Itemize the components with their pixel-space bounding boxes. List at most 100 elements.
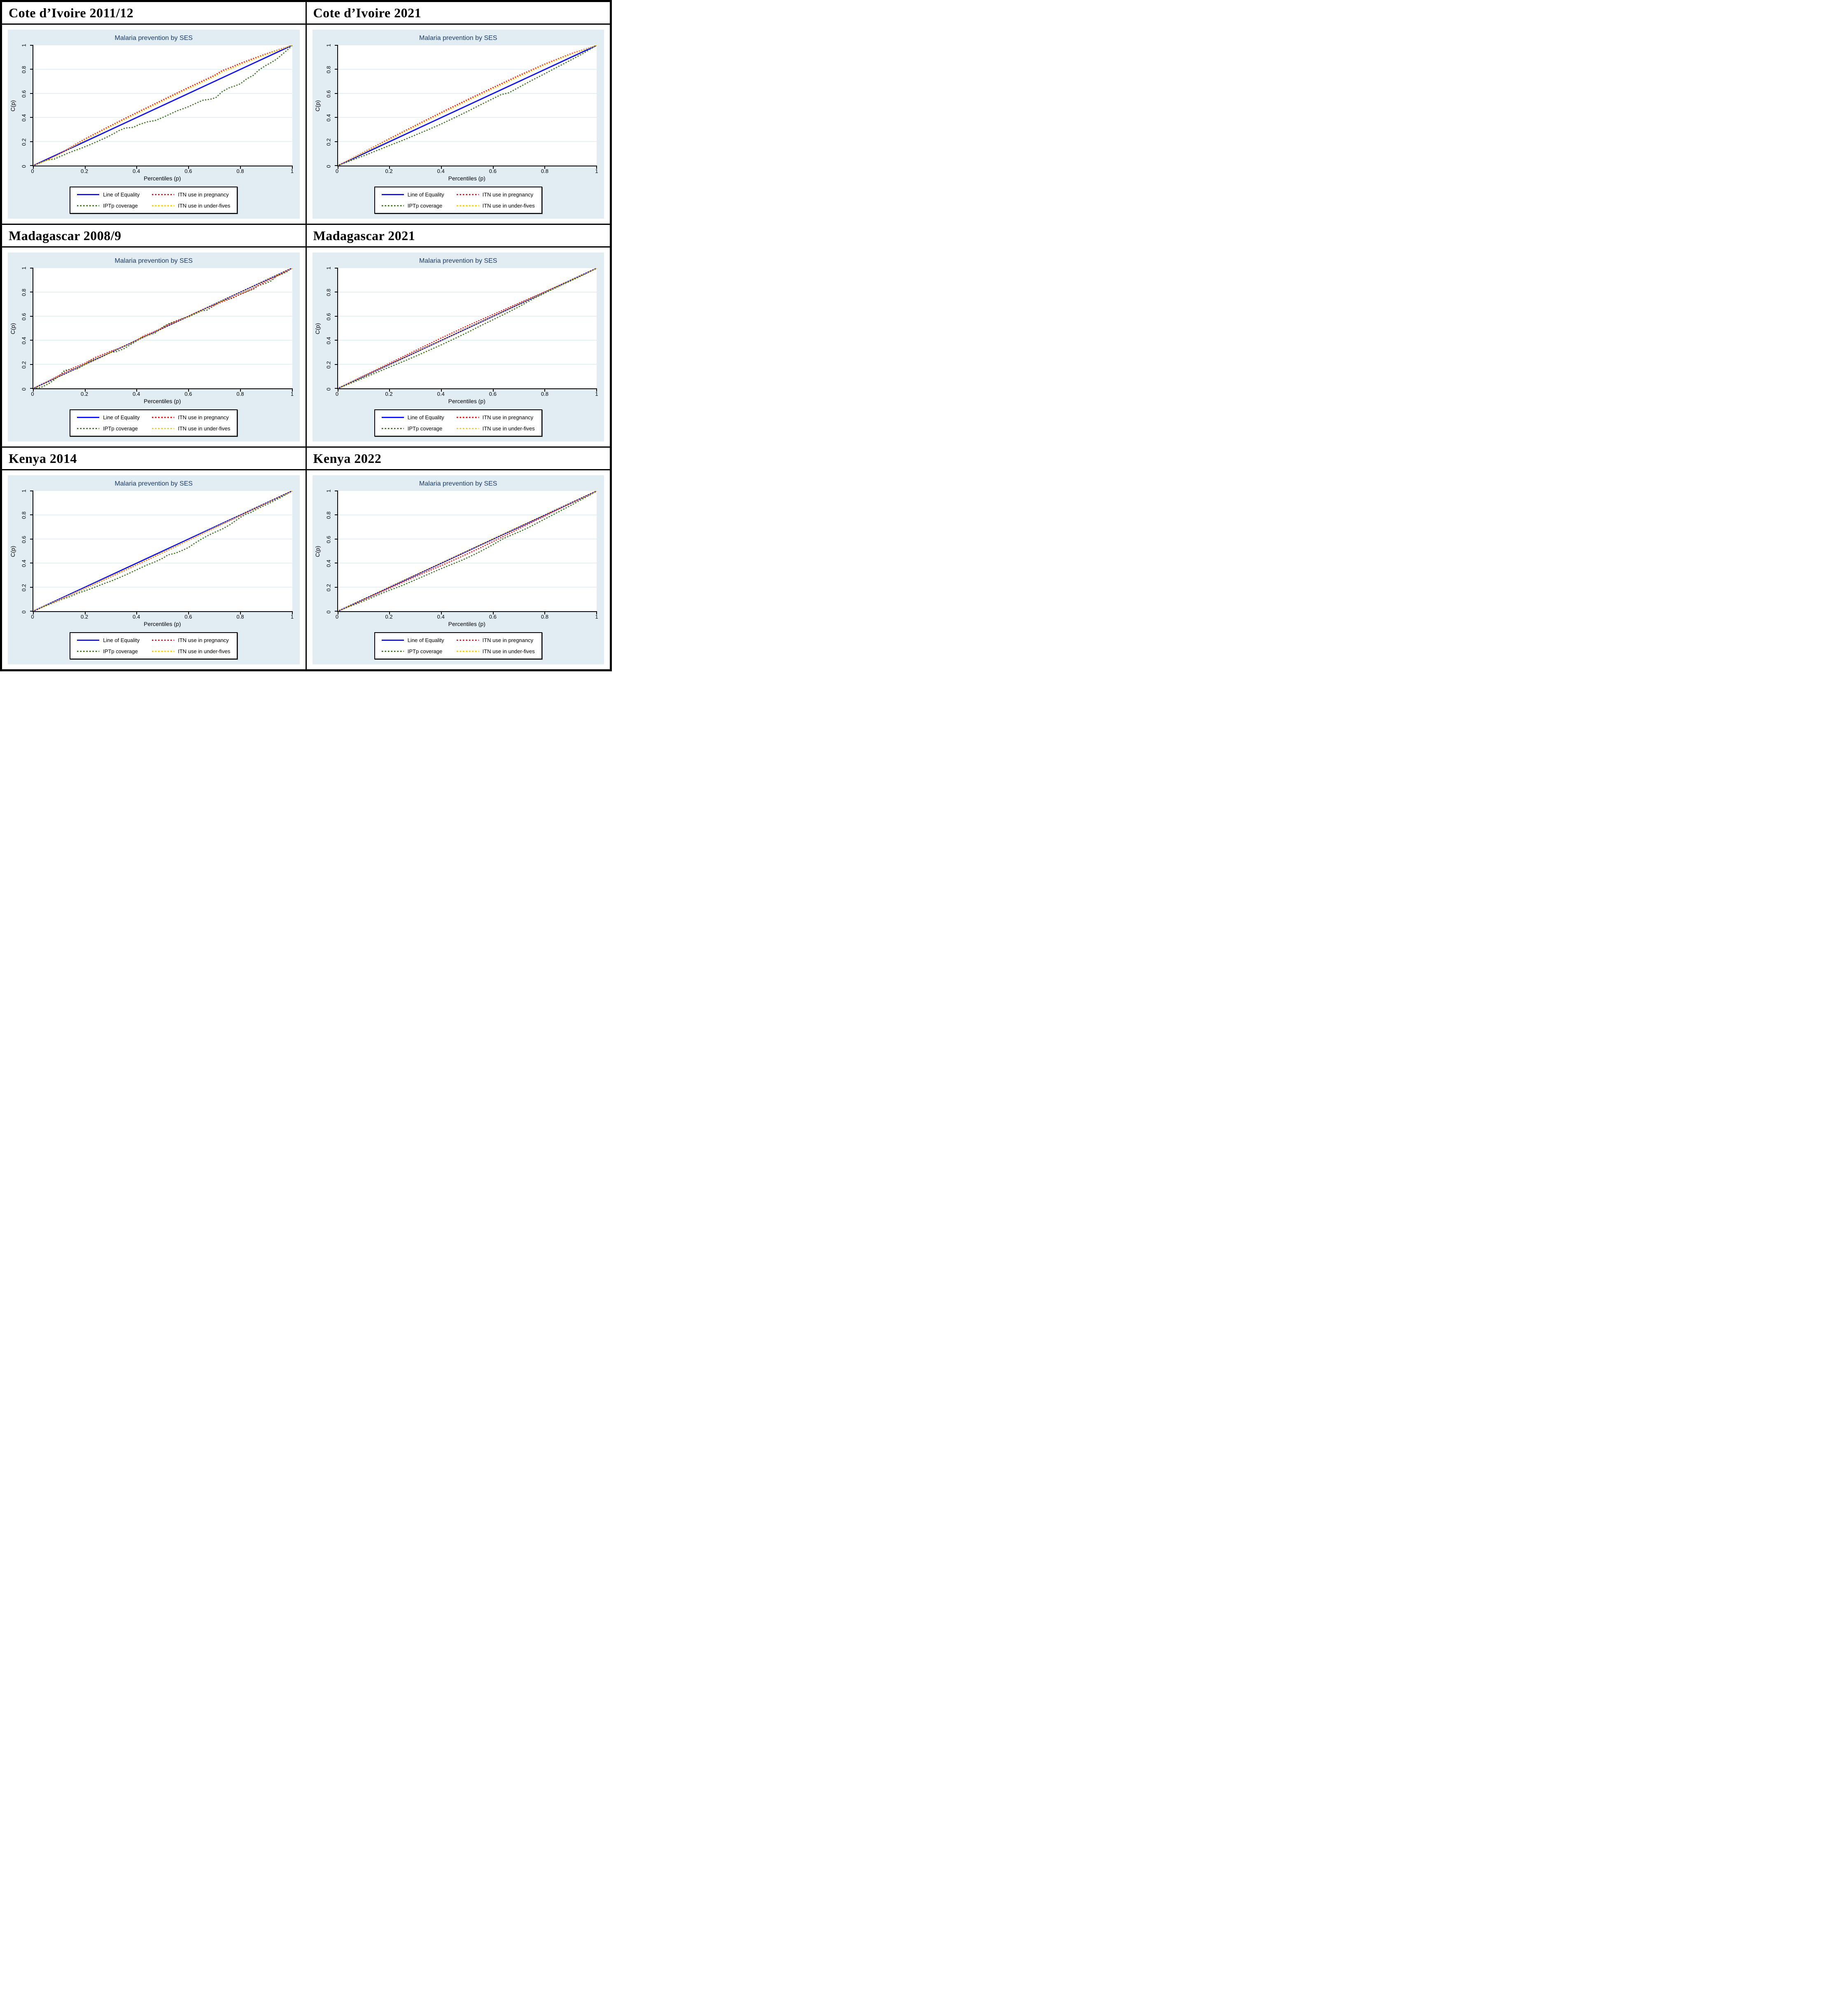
y-tick-label: 0 [21,610,27,614]
legend-item-line-of-equality: Line of Equality [77,414,140,420]
legend-key-dotted-line-icon [381,205,404,206]
y-tick-label: 0 [21,165,27,168]
legend-item-line-of-equality: Line of Equality [381,192,444,198]
legend-key-dotted-line-icon [77,651,100,652]
plot-svg [33,268,292,388]
plot-area [334,491,597,614]
legend-key-dotted-line-icon [456,640,479,641]
y-axis-label-text: C(p) [314,323,321,334]
x-tick-label: 0.6 [489,168,497,174]
legend-label: ITN use in under-fives [178,425,231,432]
y-tick-label: 0.2 [21,138,27,146]
y-tick-label: 0.4 [21,560,27,568]
x-tick-label: 0.8 [236,168,244,174]
legend-key-dotted-line-icon [152,194,175,195]
x-tick-mark-0.6 [492,166,494,169]
legend-label: ITN use in pregnancy [482,192,534,198]
x-tick-mark-0.8 [544,166,546,169]
chart-title: Malaria prevention by SES [114,257,193,264]
series-itn-use-in-under-fives [338,268,597,388]
y-tick-label: 0.6 [325,535,331,543]
series-itn-use-in-pregnancy [33,268,292,388]
y-tick-label: 0.2 [325,584,331,592]
legend-label: ITN use in under-fives [482,425,535,432]
y-tick-mark-0 [334,165,338,166]
y-tick-label: 0.8 [21,65,27,73]
x-tick-label: 1 [290,168,294,174]
legend-label: Line of Equality [407,414,444,420]
legend-label: ITN use in pregnancy [178,637,229,643]
y-tick-mark-0 [30,388,33,389]
panel-header-kenya-2022: Kenya 2022 [306,448,610,469]
x-tick-label: 0.6 [489,391,497,397]
y-tick-label: 0.4 [325,114,331,122]
panel-header-kenya-2014: Kenya 2014 [2,448,306,469]
legend: Line of Equality ITN use in pregnancy IPTp… [374,187,542,214]
legend-key-dotted-line-icon [381,428,404,429]
legend-item-itn-use-in-under-fives: ITN use in under-fives [152,425,230,432]
y-tick-label: 0.2 [21,584,27,592]
plot-svg [33,45,292,166]
legend-key-solid-line-icon [77,640,100,641]
legend-item-itn-use-in-pregnancy: ITN use in pregnancy [456,414,535,420]
legend-item-itn-use-in-pregnancy: ITN use in pregnancy [456,192,535,198]
y-axis-label: C(p) [9,45,16,166]
x-tick-label: 0.4 [133,391,140,397]
y-axis-label: C(p) [9,491,16,612]
y-tick-label: 0.8 [21,511,27,519]
x-tick-mark-0.4 [441,166,442,169]
chart-region: Malaria prevention by SES C(p) 0 0.2 0.4 0.… [8,252,300,442]
y-tick-label: 0.4 [325,337,331,345]
legend: Line of Equality ITN use in pregnancy IPTp… [70,409,238,437]
y-tick-label: 0.2 [325,361,331,369]
plot-row: C(p) 0 0.2 0.4 0.6 0.8 1 [9,266,293,392]
x-tick-label: 1 [290,614,294,620]
plot-row: C(p) 0 0.2 0.4 0.6 0.8 1 [9,489,293,614]
y-tick-mark-0.2 [334,364,338,365]
legend-key-solid-line-icon [381,640,404,641]
legend-label: ITN use in pregnancy [482,414,534,420]
x-tick-mark-0.4 [136,166,138,169]
y-tick-label: 0.8 [325,511,331,519]
x-tick-label: 0 [31,614,34,620]
legend-label: ITN use in pregnancy [178,192,229,198]
x-tick-label: 0.2 [81,614,89,620]
legend-label: ITN use in pregnancy [178,414,229,420]
legend-label: IPTp coverage [103,425,138,432]
x-tick-mark-1 [596,611,597,614]
chart-region: Malaria prevention by SES C(p) 0 0.2 0.4 0.… [312,252,604,442]
legend-label: ITN use in pregnancy [482,637,534,643]
plot-row: C(p) 0 0.2 0.4 0.6 0.8 1 [314,489,597,614]
y-tick-mark-0.6 [334,93,338,94]
series-itn-use-in-under-fives [33,268,292,388]
x-tick-label: 0.2 [385,168,393,174]
legend-item-iptp-coverage: IPTp coverage [77,425,140,432]
chart-region: Malaria prevention by SES C(p) 0 0.2 0.4 0.… [8,30,300,219]
legend-item-itn-use-in-under-fives: ITN use in under-fives [456,648,535,654]
x-tick-label: 1 [290,391,294,397]
x-tick-label: 0.4 [437,391,445,397]
x-tick-mark-0.4 [136,388,138,392]
x-tick-mark-0.8 [544,611,546,614]
x-tick-mark-0 [33,166,34,169]
legend-key-dotted-line-icon [456,194,479,195]
legend-label: ITN use in under-fives [482,203,535,209]
x-tick-mark-0.6 [188,611,189,614]
x-tick-label: 0.2 [81,168,89,174]
legend-label: IPTp coverage [103,203,138,209]
legend-label: IPTp coverage [407,203,443,209]
chart-region: Malaria prevention by SES C(p) 0 0.2 0.4 0.… [312,30,604,219]
y-tick-mark-0.8 [30,69,33,70]
legend-item-itn-use-in-pregnancy: ITN use in pregnancy [152,637,230,643]
legend-item-iptp-coverage: IPTp coverage [77,648,140,654]
panel-header-cote-d-ivoire-2011-12: Cote d’Ivoire 2011/12 [2,2,306,23]
y-axis-label-text: C(p) [9,546,16,557]
legend-label: ITN use in under-fives [178,648,231,654]
panel-header-text: Madagascar 2021 [313,228,415,243]
plot-row: C(p) 0 0.2 0.4 0.6 0.8 1 [314,44,597,169]
x-tick-mark-0.2 [389,388,390,392]
y-tick-mark-0.6 [30,315,33,317]
y-tick-label: 0.8 [325,65,331,73]
x-tick-labels: 0 0.2 0.4 0.6 0.8 1 [336,167,598,175]
x-tick-label: 0.8 [541,391,548,397]
